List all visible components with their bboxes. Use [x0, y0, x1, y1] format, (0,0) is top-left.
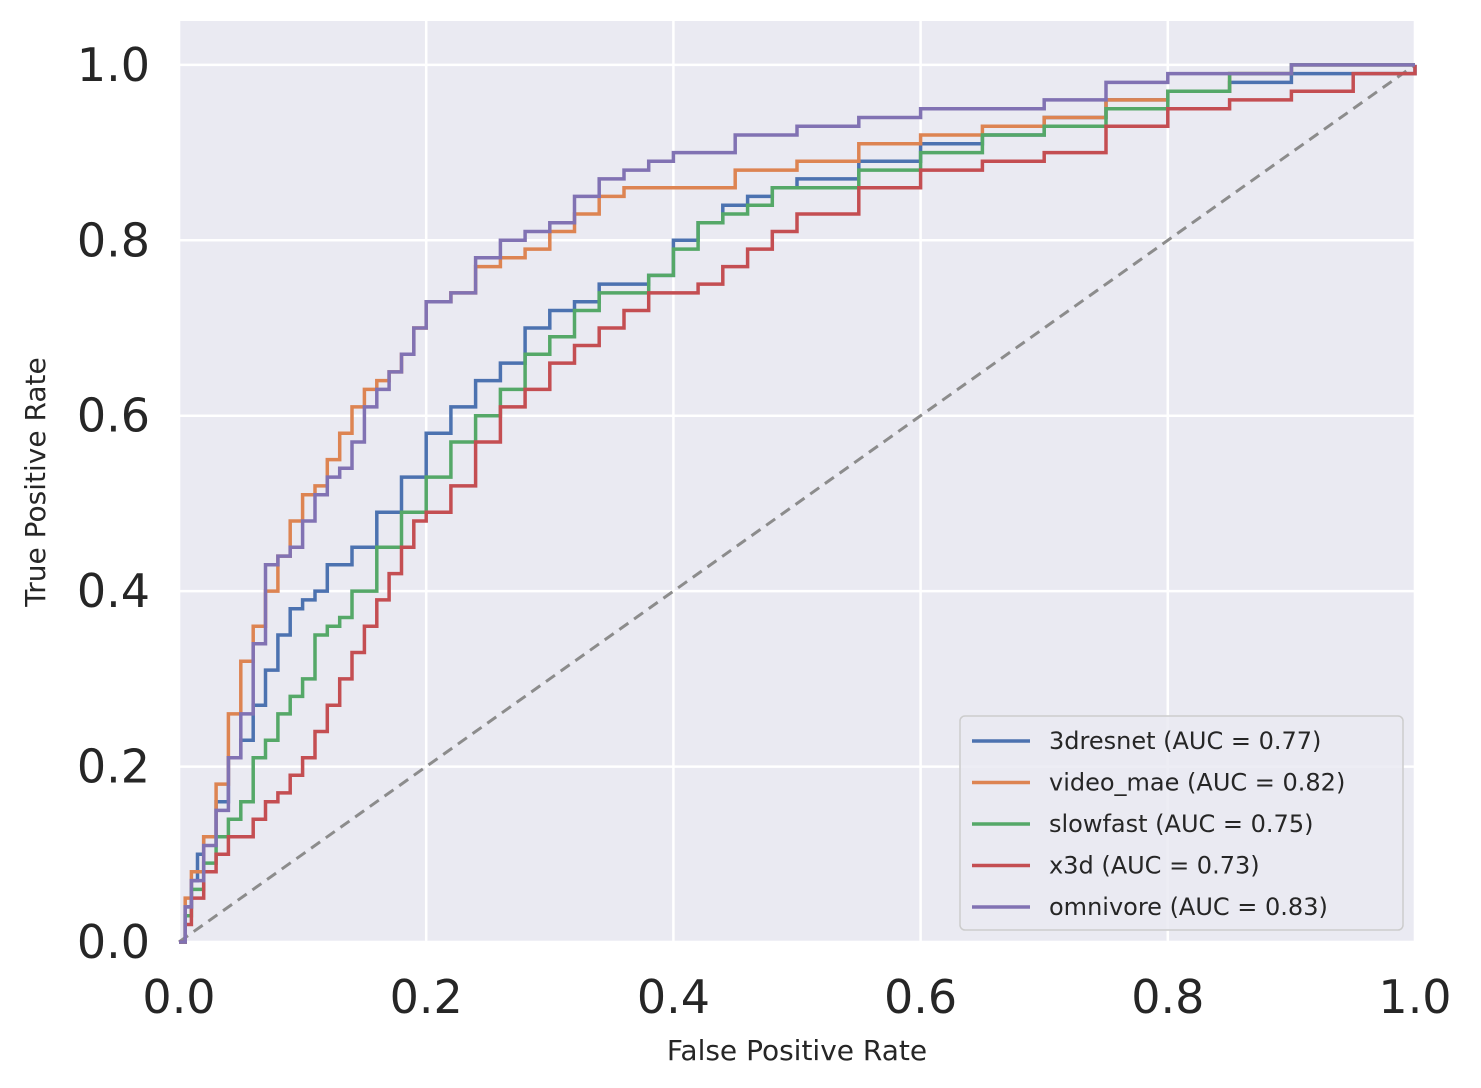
chance-line [178, 63, 1416, 944]
x-axis-label: False Positive Rate [667, 1034, 927, 1067]
x-tick-label: 1.0 [1378, 970, 1451, 1024]
x-tick-label: 0.0 [142, 970, 215, 1024]
x-tick-label: 0.2 [390, 970, 463, 1024]
y-tick-label: 0.8 [77, 213, 150, 267]
y-tick-label: 1.0 [77, 38, 150, 92]
y-tick-label: 0.4 [77, 564, 150, 618]
legend-label-omnivore: omnivore (AUC = 0.83) [1049, 893, 1328, 921]
x-tick-label: 0.6 [884, 970, 957, 1024]
legend-label-x3d: x3d (AUC = 0.73) [1049, 852, 1260, 880]
legend-box [959, 715, 1404, 931]
roc-curve-omnivore [179, 63, 1415, 944]
y-tick-label: 0.2 [77, 740, 150, 794]
y-axis-label: True Positive Rate [19, 357, 52, 607]
roc-curves [178, 63, 1417, 944]
legend-label-video_mae: video_mae (AUC = 0.82) [1049, 769, 1345, 797]
roc-curve-x3d [179, 64, 1417, 944]
x-tick-label: 0.8 [1131, 970, 1204, 1024]
legend-label-3dresnet: 3dresnet (AUC = 0.77) [1049, 727, 1321, 755]
legend-label-slowfast: slowfast (AUC = 0.75) [1049, 810, 1313, 838]
y-tick-label: 0.0 [77, 915, 150, 969]
y-axis-ticks: 0.0 0.2 0.4 0.6 0.8 1.0 [77, 38, 150, 969]
x-axis-ticks: 0.0 0.2 0.4 0.6 0.8 1.0 [142, 970, 1451, 1024]
y-tick-label: 0.6 [77, 389, 150, 443]
legend: 3dresnet (AUC = 0.77) video_mae (AUC = 0.… [959, 715, 1404, 931]
x-tick-label: 0.4 [637, 970, 710, 1024]
